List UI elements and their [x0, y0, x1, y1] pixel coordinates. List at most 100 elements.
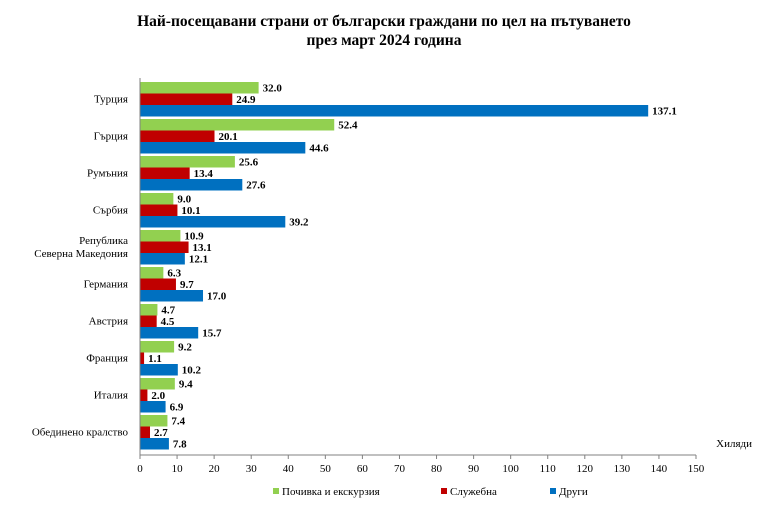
x-tick-label: 120: [577, 463, 594, 475]
bar-1: [140, 193, 174, 205]
x-tick-label: 110: [540, 463, 557, 475]
data-label: 27.6: [246, 180, 266, 192]
category-label: Северна Македония: [34, 248, 128, 260]
data-label: 7.4: [171, 416, 185, 428]
category-label: Австрия: [89, 316, 128, 328]
data-label: 9.4: [179, 379, 193, 391]
x-tick-label: 40: [283, 463, 295, 475]
labels-layer: Турция 32.0 24.9 137.1 Гърция 52.4 20.1 44.6 Рум…: [32, 83, 677, 451]
data-label: 15.7: [202, 328, 222, 340]
x-tick-label: 10: [172, 463, 184, 475]
bar-2: [140, 278, 176, 290]
x-tick-label: 90: [468, 463, 480, 475]
data-label: 4.5: [161, 316, 175, 328]
x-axis-unit: Хиляди: [716, 438, 752, 450]
category-label: Германия: [84, 279, 128, 291]
category-label: Румъния: [87, 168, 128, 180]
bar-1: [140, 119, 335, 131]
axis-layer: 0 10 20 30 40 50 60 70 80 90 100 110 120 130 140 150 Хил…: [137, 78, 752, 475]
legend-swatch: [441, 488, 447, 494]
bar-2: [140, 204, 178, 216]
bar-1: [140, 230, 181, 242]
bar-3: [140, 364, 178, 376]
category-label: Италия: [94, 390, 128, 402]
bar-1: [140, 267, 164, 279]
category-label: Гърция: [94, 131, 128, 143]
data-label: 7.8: [173, 439, 187, 451]
category-label: Франция: [86, 353, 128, 365]
bar-2: [140, 426, 151, 438]
data-label: 20.1: [219, 131, 238, 143]
bar-2: [140, 167, 190, 179]
data-label: 13.4: [194, 168, 214, 180]
category-label: Обединено кралство: [32, 427, 129, 439]
data-label: 24.9: [236, 94, 256, 106]
data-label: 9.2: [178, 342, 192, 354]
x-tick-label: 70: [394, 463, 406, 475]
data-label: 9.0: [177, 194, 191, 206]
bar-2: [140, 315, 157, 327]
x-tick-label: 60: [357, 463, 369, 475]
data-label: 52.4: [338, 120, 358, 132]
x-tick-label: 150: [688, 463, 705, 475]
data-label: 137.1: [652, 106, 677, 118]
x-tick-label: 30: [246, 463, 258, 475]
x-tick-label: 0: [137, 463, 143, 475]
x-tick-label: 50: [320, 463, 332, 475]
data-label: 9.7: [180, 279, 194, 291]
data-label: 10.9: [184, 231, 204, 243]
data-label: 12.1: [189, 254, 208, 266]
legend-label: Служебна: [450, 486, 497, 498]
bar-1: [140, 82, 259, 94]
data-label: 10.1: [181, 205, 200, 217]
bar-2: [140, 352, 145, 364]
bars-layer: [140, 82, 649, 450]
bar-2: [140, 130, 215, 142]
bar-1: [140, 304, 158, 316]
data-label: 4.7: [161, 305, 175, 317]
legend-label: Други: [559, 486, 588, 498]
data-label: 2.7: [154, 427, 168, 439]
x-tick-label: 140: [651, 463, 668, 475]
data-label: 39.2: [289, 217, 309, 229]
bar-2: [140, 93, 233, 105]
bar-3: [140, 142, 306, 154]
legend: Почивка и екскурзия Служебна Други: [273, 486, 588, 498]
data-label: 44.6: [309, 143, 329, 155]
data-label: 6.9: [170, 402, 184, 414]
data-label: 2.0: [151, 390, 165, 402]
bar-3: [140, 105, 649, 117]
bar-3: [140, 290, 204, 302]
bar-1: [140, 378, 175, 390]
x-tick-label: 130: [614, 463, 631, 475]
bar-1: [140, 415, 168, 427]
x-tick-label: 100: [502, 463, 519, 475]
legend-swatch: [550, 488, 556, 494]
bar-2: [140, 241, 189, 253]
data-label: 10.2: [182, 365, 202, 377]
chart-title-line-1: Най-посещавани страни от български гражд…: [137, 13, 631, 30]
x-tick-label: 80: [431, 463, 443, 475]
data-label: 32.0: [263, 83, 283, 95]
chart-title: Най-посещавани страни от български гражд…: [0, 12, 768, 50]
bar-3: [140, 438, 169, 450]
data-label: 25.6: [239, 157, 259, 169]
bar-1: [140, 156, 235, 168]
legend-label: Почивка и екскурзия: [282, 486, 380, 498]
chart-title-line-2: през март 2024 година: [306, 32, 462, 49]
category-label: Република: [79, 235, 128, 247]
bar-3: [140, 253, 185, 265]
bar-2: [140, 389, 148, 401]
bar-3: [140, 327, 199, 339]
bar-1: [140, 341, 175, 353]
legend-swatch: [273, 488, 279, 494]
category-label: Сърбия: [93, 205, 128, 217]
data-label: 13.1: [193, 242, 212, 254]
data-label: 6.3: [167, 268, 181, 280]
data-label: 17.0: [207, 291, 227, 303]
category-label: Турция: [94, 94, 128, 106]
data-label: 1.1: [148, 353, 162, 365]
bar-3: [140, 216, 286, 228]
bar-3: [140, 179, 243, 191]
